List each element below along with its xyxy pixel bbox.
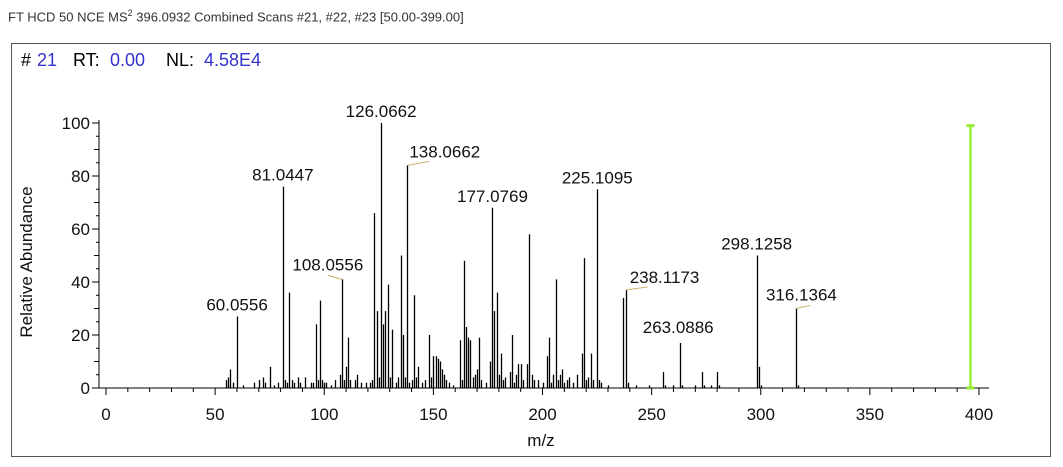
peaks [225,123,800,388]
ms-order: 2 [127,8,133,18]
label-connector [795,305,811,309]
x-tick-label: 50 [206,405,225,424]
x-tick-label: 350 [856,405,884,424]
nl-value: 4.58E4 [204,50,261,70]
rt-value: 0.00 [110,50,145,70]
peak-label-316.1364: 316.1364 [766,286,837,305]
spectrum-frame [11,43,1051,457]
header-prefix: FT HCD 50 NCE MS [8,9,128,25]
peak-label-138.0662: 138.0662 [409,142,480,161]
nl-label: NL: [166,50,194,70]
x-axis-title: m/z [527,431,554,450]
x-tick-label: 100 [310,405,338,424]
y-tick-label: 60 [71,220,90,239]
peak-label-238.1173: 238.1173 [630,268,700,287]
x-tick-label: 300 [747,405,775,424]
peak-label-108.0556: 108.0556 [292,255,363,274]
precursor-marker [966,124,975,390]
label-connector [407,160,430,166]
y-axis-title: Relative Abundance [17,186,36,337]
peak-label-81.0447: 81.0447 [252,166,313,185]
header-suffix: 396.0932 Combined Scans #21, #22, #23 [5… [132,9,464,25]
x-tick-label: 250 [637,405,665,424]
scan-label: # [21,50,31,70]
y-tick-label: 0 [81,379,90,398]
y-tick-label: 20 [71,326,90,345]
x-tick-label: 150 [419,405,447,424]
label-connector [625,286,648,291]
peak-labels: 60.0556 81.0447 108.0556 126.0662 138.0662 17… [206,102,837,337]
y-tick-label: 40 [71,273,90,292]
label-connector [327,274,342,280]
x-tick-label: 0 [101,405,110,424]
axes: 0 20 40 60 80 100 0 50 100 150 200 250 300 350 400 [62,114,994,424]
y-tick-label: 80 [71,167,90,186]
peak-label-177.0769: 177.0769 [457,187,528,206]
peak-label-298.1258: 298.1258 [721,235,792,254]
peak-label-126.0662: 126.0662 [346,102,417,121]
scan-value: 21 [37,50,57,70]
peak-label-263.0886: 263.0886 [643,318,714,337]
y-tick-label: 100 [62,114,90,133]
spectrum-header: FT HCD 50 NCE MS2 396.0932 Combined Scan… [8,8,464,24]
x-tick-label: 400 [965,405,993,424]
rt-label: RT: [73,50,100,70]
peak-label-225.1095: 225.1095 [562,168,633,187]
peak-label-60.0556: 60.0556 [206,295,267,314]
x-tick-label: 200 [528,405,556,424]
